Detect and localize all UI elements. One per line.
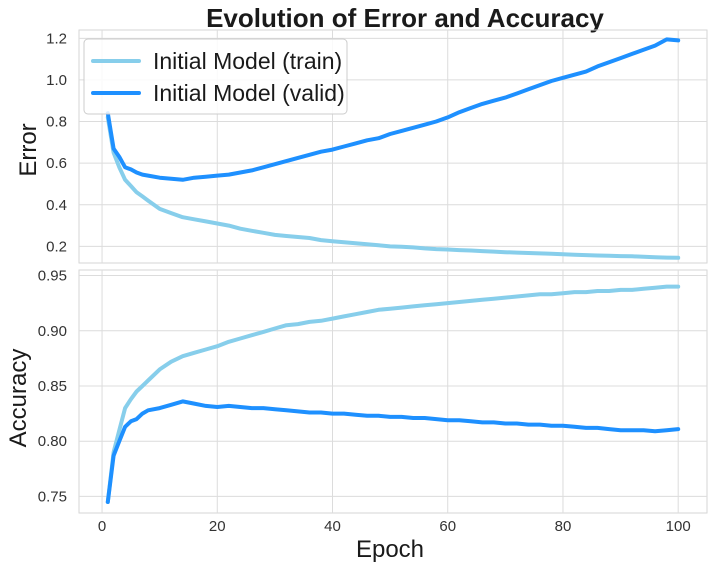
accuracy-y-tick-3: 0.90 [38,323,67,340]
error-y-tick-4: 1.0 [46,72,67,89]
x-tick-40: 40 [324,518,341,535]
error-y-tick-1: 0.4 [46,197,67,214]
x-tick-100: 100 [666,518,691,535]
error-y-label: Error [15,123,42,176]
legend-box [83,38,348,115]
error-panel: 0.2 0.4 0.6 0.8 1.0 1.2 Error [15,29,708,264]
error-line-train [105,115,681,260]
accuracy-lines [105,284,681,504]
legend-label-valid: Initial Model (valid) [153,80,345,106]
error-y-tick-2: 0.6 [46,155,67,172]
chart-title: Evolution of Error and Accuracy [206,3,604,33]
error-y-tick-0: 0.2 [46,238,67,255]
error-plot-frame [78,29,708,264]
x-tick-20: 20 [209,518,226,535]
x-tick-60: 60 [439,518,456,535]
accuracy-grid [79,270,707,513]
accuracy-y-ticks: 0.75 0.80 0.85 0.90 0.95 [38,268,67,506]
error-lines [105,37,681,260]
accuracy-line-valid [105,399,681,504]
x-ticks: 0 20 40 60 80 100 [98,518,691,535]
accuracy-plot-frame [78,269,708,514]
accuracy-line-train [105,284,681,504]
x-tick-80: 80 [555,518,572,535]
accuracy-y-tick-4: 0.95 [38,268,67,285]
accuracy-y-tick-0: 0.75 [38,488,67,505]
x-tick-0: 0 [98,518,106,535]
error-y-tick-3: 0.8 [46,114,67,131]
legend: Initial Model (train) Initial Model (val… [83,38,348,115]
accuracy-y-tick-2: 0.85 [38,378,67,395]
error-y-ticks: 0.2 0.4 0.6 0.8 1.0 1.2 [46,30,67,255]
error-grid [79,30,707,263]
legend-label-train: Initial Model (train) [153,48,342,74]
error-y-tick-5: 1.2 [46,30,67,47]
x-axis-label: Epoch [356,536,424,563]
accuracy-y-tick-1: 0.80 [38,433,67,450]
accuracy-panel: 0.75 0.80 0.85 0.90 0.95 Accuracy [5,268,708,514]
error-line-valid [105,37,681,182]
accuracy-y-label: Accuracy [5,349,32,448]
